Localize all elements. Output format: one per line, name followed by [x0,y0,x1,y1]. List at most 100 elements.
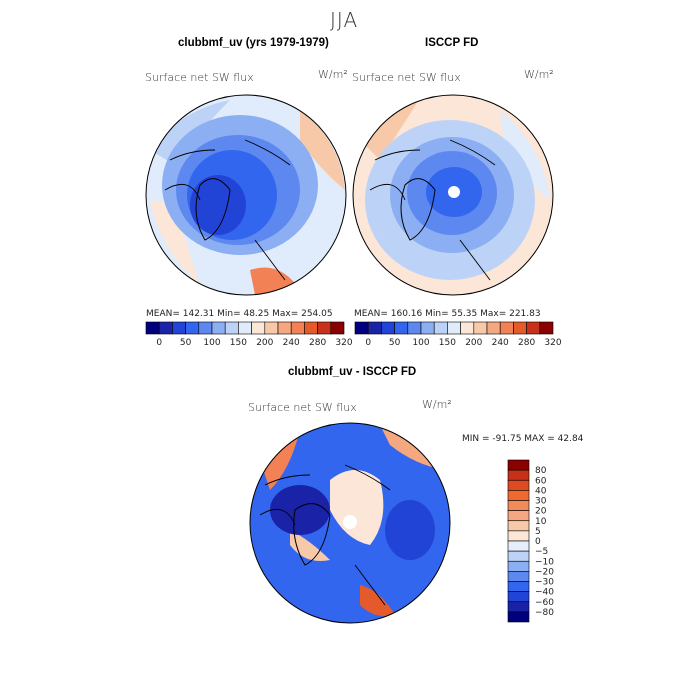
colorbar-tick-label: 280 [309,338,326,348]
colorbar-tick-label: −60 [535,598,554,608]
colorbar-swatch [317,321,332,335]
panel2-stats: MEAN= 160.16 Min= 55.35 Max= 221.83 [354,309,541,319]
map1-outline [145,94,347,296]
colorbar-tick-label: 320 [544,338,561,348]
colorbar-swatch [145,321,160,335]
colorbar-tick-label: 320 [335,338,352,348]
colorbar-swatch [460,321,475,335]
colorbar-swatch [526,321,541,335]
colorbar-tick-label: −5 [535,547,548,557]
colorbar-tick-label: −30 [535,578,554,588]
colorbar-tick-label: −10 [535,557,554,567]
map-panel1 [146,95,346,295]
colorbar-tick-label: 240 [492,338,509,348]
colorbar-swatch [224,321,239,335]
colorbar-swatch [499,321,514,335]
colorbar-swatch [507,581,530,592]
colorbar-tick-label: 40 [535,486,547,496]
map-panel3 [250,423,450,623]
colorbar-swatch [507,550,530,562]
colorbar-swatch [407,321,422,335]
colorbar-tick-label: 150 [230,338,247,348]
map1-coast [195,178,231,241]
colorbar-tick-label: 100 [203,338,220,348]
colorbar-swatch [513,321,527,335]
panel3-units: W/m² [422,398,452,411]
map1-patch [150,200,200,285]
map1-patch [190,175,246,235]
colorbar-swatch [507,469,530,481]
colorbar-swatch [539,321,554,335]
panel3-title: clubbmf_uv - ISCCP FD [288,366,417,378]
colorbar-swatch [330,321,345,335]
colorbar-tick-label: 30 [535,497,547,507]
colorbar-swatch [290,321,305,335]
colorbar-panel2: 0 50 100 150 200 240 280 320 [354,321,562,348]
colorbar-tick-label: 0 [365,338,371,348]
map3-patch [290,530,330,561]
colorbar-swatch [264,321,279,335]
colorbar-swatch [507,459,530,471]
colorbar-panel1: 0 50 100 150 200 240 280 320 [145,321,353,348]
colorbar-swatch [507,479,530,491]
colorbar-swatch [507,601,530,613]
map1-patch [300,110,345,190]
panel2-variable: Surface net SW flux [352,71,461,84]
panel3-stats: MIN = -91.75 MAX = 42.84 [462,434,584,444]
colorbar-swatch [473,321,488,335]
colorbar-tick-label: 50 [180,338,192,348]
colorbar-tick-label: 150 [439,338,456,348]
panel2-title: ISCCP FD [425,37,479,49]
colorbar-tick-label: 50 [389,338,401,348]
colorbar-swatch [447,321,461,335]
colorbar-swatch [507,520,530,532]
map2-patch [500,110,550,200]
map-panel2 [353,95,553,295]
colorbar-swatch [172,321,186,335]
panel1-variable: Surface net SW flux [145,71,254,84]
colorbar-swatch [507,490,530,501]
colorbar-swatch [304,321,318,335]
map3-patch [270,485,330,535]
colorbar-swatch [394,321,409,335]
colorbar-swatch [185,321,200,335]
map2-outline [352,94,554,296]
colorbar-swatch [507,611,530,623]
colorbar-swatch [198,321,213,335]
colorbar-tick-label: 20 [535,507,547,517]
colorbar-swatch [238,321,252,335]
colorbar-tick-label: 60 [535,476,547,486]
colorbar-swatch [507,540,530,552]
colorbar-swatch [507,591,530,603]
map3-coast [259,464,391,606]
colorbar-swatch [354,321,369,335]
colorbar-swatch [507,571,530,582]
colorbar-tick-label: −40 [535,588,554,598]
colorbar-swatch [420,321,435,335]
colorbar-tick-label: 0 [535,537,541,547]
colorbar-swatch [507,530,530,542]
colorbar-swatch [211,321,226,335]
colorbar-tick-label: 200 [256,338,273,348]
map3-outline [249,422,451,624]
panel3-variable: Surface net SW flux [248,401,357,414]
panel1-stats: MEAN= 142.31 Min= 48.25 Max= 254.05 [146,309,333,319]
colorbar-tick-label: −20 [535,567,554,577]
colorbar-swatch [381,321,395,335]
colorbar-tick-label: 0 [156,338,162,348]
colorbar-swatch [507,510,530,522]
panel2-units: W/m² [524,68,554,81]
map1-coast [164,139,291,281]
colorbar-tick-label: 5 [535,527,541,537]
colorbar-tick-label: 10 [535,517,547,527]
colorbar-swatch [367,321,382,335]
map2-patch [360,98,420,160]
colorbar-swatch [277,321,292,335]
panel1-title: clubbmf_uv (yrs 1979-1979) [178,37,329,49]
colorbar-swatch [158,321,173,335]
colorbar-swatch [507,560,530,572]
map3-patch [330,470,384,545]
colorbar-tick-label: 240 [283,338,300,348]
